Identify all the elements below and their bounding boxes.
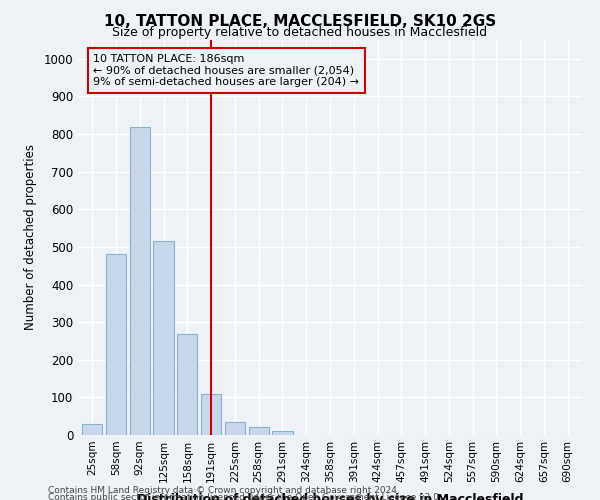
Bar [154,242,173,435]
Text: Contains HM Land Registry data © Crown copyright and database right 2024.: Contains HM Land Registry data © Crown c… [48,486,400,495]
Y-axis label: Number of detached properties: Number of detached properties [23,144,37,330]
Bar [248,426,269,435]
Text: 10 TATTON PLACE: 186sqm
← 90% of detached houses are smaller (2,054)
9% of semi-: 10 TATTON PLACE: 186sqm ← 90% of detache… [93,54,359,87]
Bar [130,126,150,435]
Bar [201,394,221,435]
Text: Size of property relative to detached houses in Macclesfield: Size of property relative to detached ho… [112,26,488,39]
Bar [225,422,245,435]
Bar [272,431,293,435]
Bar [82,424,103,435]
Text: 10, TATTON PLACE, MACCLESFIELD, SK10 2GS: 10, TATTON PLACE, MACCLESFIELD, SK10 2GS [104,14,496,29]
Bar [106,254,126,435]
X-axis label: Distribution of detached houses by size in Macclesfield: Distribution of detached houses by size … [137,493,523,500]
Bar [177,334,197,435]
Text: Contains public sector information licensed under the Open Government Licence v3: Contains public sector information licen… [48,494,442,500]
